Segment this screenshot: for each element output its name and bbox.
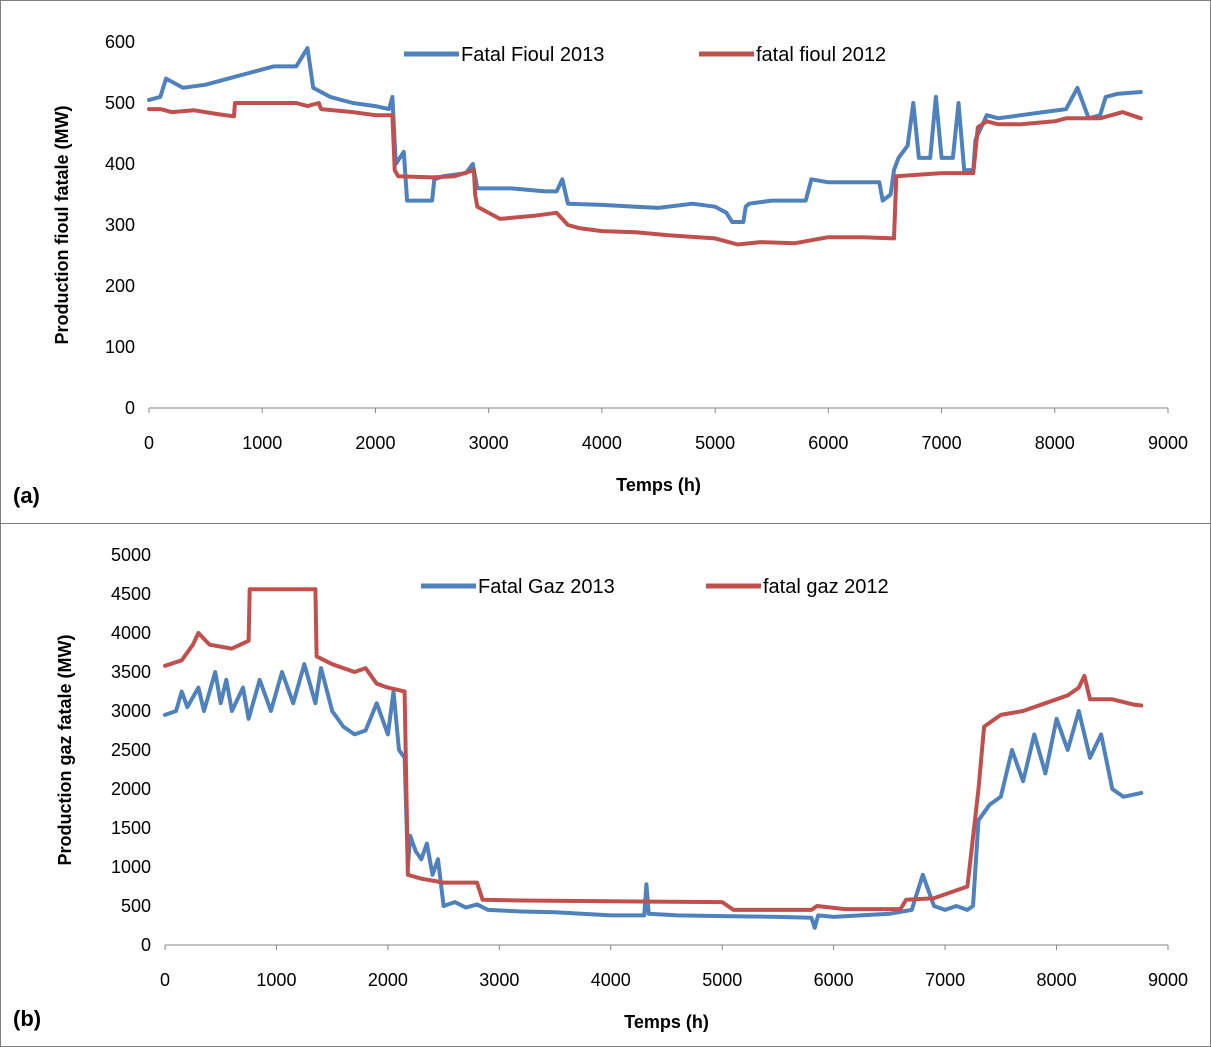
fioul-series-line-2013: [147, 46, 1143, 224]
fioul-x-tick-label: 8000: [1035, 433, 1075, 453]
gaz-y-tick-label: 5000: [111, 545, 151, 565]
fioul-y-tick-label: 100: [105, 337, 135, 357]
gaz-x-tick-label: 6000: [814, 970, 854, 990]
fioul-y-tick-label: 500: [105, 93, 135, 113]
fioul-y-tick-label: 0: [125, 398, 135, 418]
fioul-x-tick-label: 3000: [469, 433, 509, 453]
gaz-x-tick-label: 8000: [1037, 970, 1077, 990]
gaz-x-axis-title: Temps (h): [624, 1012, 709, 1032]
fioul-x-tick-label: 0: [144, 433, 154, 453]
gaz-x-tick-label: 4000: [591, 970, 631, 990]
chart-fioul: 0 1000 2000 3000 4000 5000 6000 7000 8000 9000 0 10…: [52, 32, 1188, 495]
fioul-y-tick-label: 200: [105, 276, 135, 296]
chart-panel-fioul: 0 1000 2000 3000 4000 5000 6000 7000 8000 9000 0 10…: [0, 0, 1211, 524]
gaz-y-axis-title: Production gaz fatale (MW): [55, 635, 75, 866]
fioul-x-tick-label: 9000: [1148, 433, 1188, 453]
gaz-y-tick-label: 2500: [111, 740, 151, 760]
gaz-x-tick-label: 9000: [1148, 970, 1188, 990]
gaz-y-tick-label: 4500: [111, 584, 151, 604]
fioul-y-axis-title: Production fioul fatale (MW): [52, 106, 72, 345]
gaz-x-tick-label: 5000: [702, 970, 742, 990]
gaz-y-tick-label: 1500: [111, 818, 151, 838]
gaz-x-tick-label: 7000: [925, 970, 965, 990]
fioul-y-tick-label: 600: [105, 32, 135, 52]
chart-gaz: 0 1000 2000 3000 4000 5000 6000 7000 8000 9000 0 50…: [55, 545, 1188, 1032]
gaz-x-tick-label: 2000: [368, 970, 408, 990]
fioul-legend-label: fatal fioul 2012: [756, 44, 886, 66]
gaz-x-tick-label: 0: [160, 970, 170, 990]
fioul-y-tick-label: 400: [105, 154, 135, 174]
fioul-x-tick-label: 2000: [355, 433, 395, 453]
gaz-y-tick-label: 4000: [111, 623, 151, 643]
gaz-legend-label: Fatal Gaz 2013: [478, 576, 615, 598]
fioul-y-tick-label: 300: [105, 215, 135, 235]
chart-panel-gaz: 0 1000 2000 3000 4000 5000 6000 7000 8000 9000 0 50…: [0, 523, 1211, 1047]
gaz-y-tick-label: 3000: [111, 701, 151, 721]
fioul-x-tick-label: 5000: [695, 433, 735, 453]
panel-label-b: (b): [13, 1006, 42, 1031]
gaz-y-tick-label: 2000: [111, 779, 151, 799]
gaz-y-tick-label: 500: [121, 896, 151, 916]
fioul-x-tick-label: 6000: [808, 433, 848, 453]
fioul-legend-label: Fatal Fioul 2013: [461, 44, 604, 66]
gaz-y-tick-label: 1000: [111, 857, 151, 877]
gaz-y-tick-label: 3500: [111, 662, 151, 682]
fioul-x-tick-label: 1000: [242, 433, 282, 453]
fioul-x-tick-label: 4000: [582, 433, 622, 453]
gaz-legend-label: fatal gaz 2012: [763, 576, 889, 598]
gaz-series-line-2012: [163, 587, 1144, 912]
panel-label-a: (a): [13, 483, 40, 508]
fioul-series-line-2012: [147, 101, 1143, 247]
gaz-series-line-2013: [163, 662, 1144, 930]
gaz-y-tick-label: 0: [141, 935, 151, 955]
gaz-x-tick-label: 1000: [256, 970, 296, 990]
fioul-x-tick-label: 7000: [922, 433, 962, 453]
fioul-x-axis-title: Temps (h): [616, 475, 701, 495]
gaz-x-tick-label: 3000: [479, 970, 519, 990]
